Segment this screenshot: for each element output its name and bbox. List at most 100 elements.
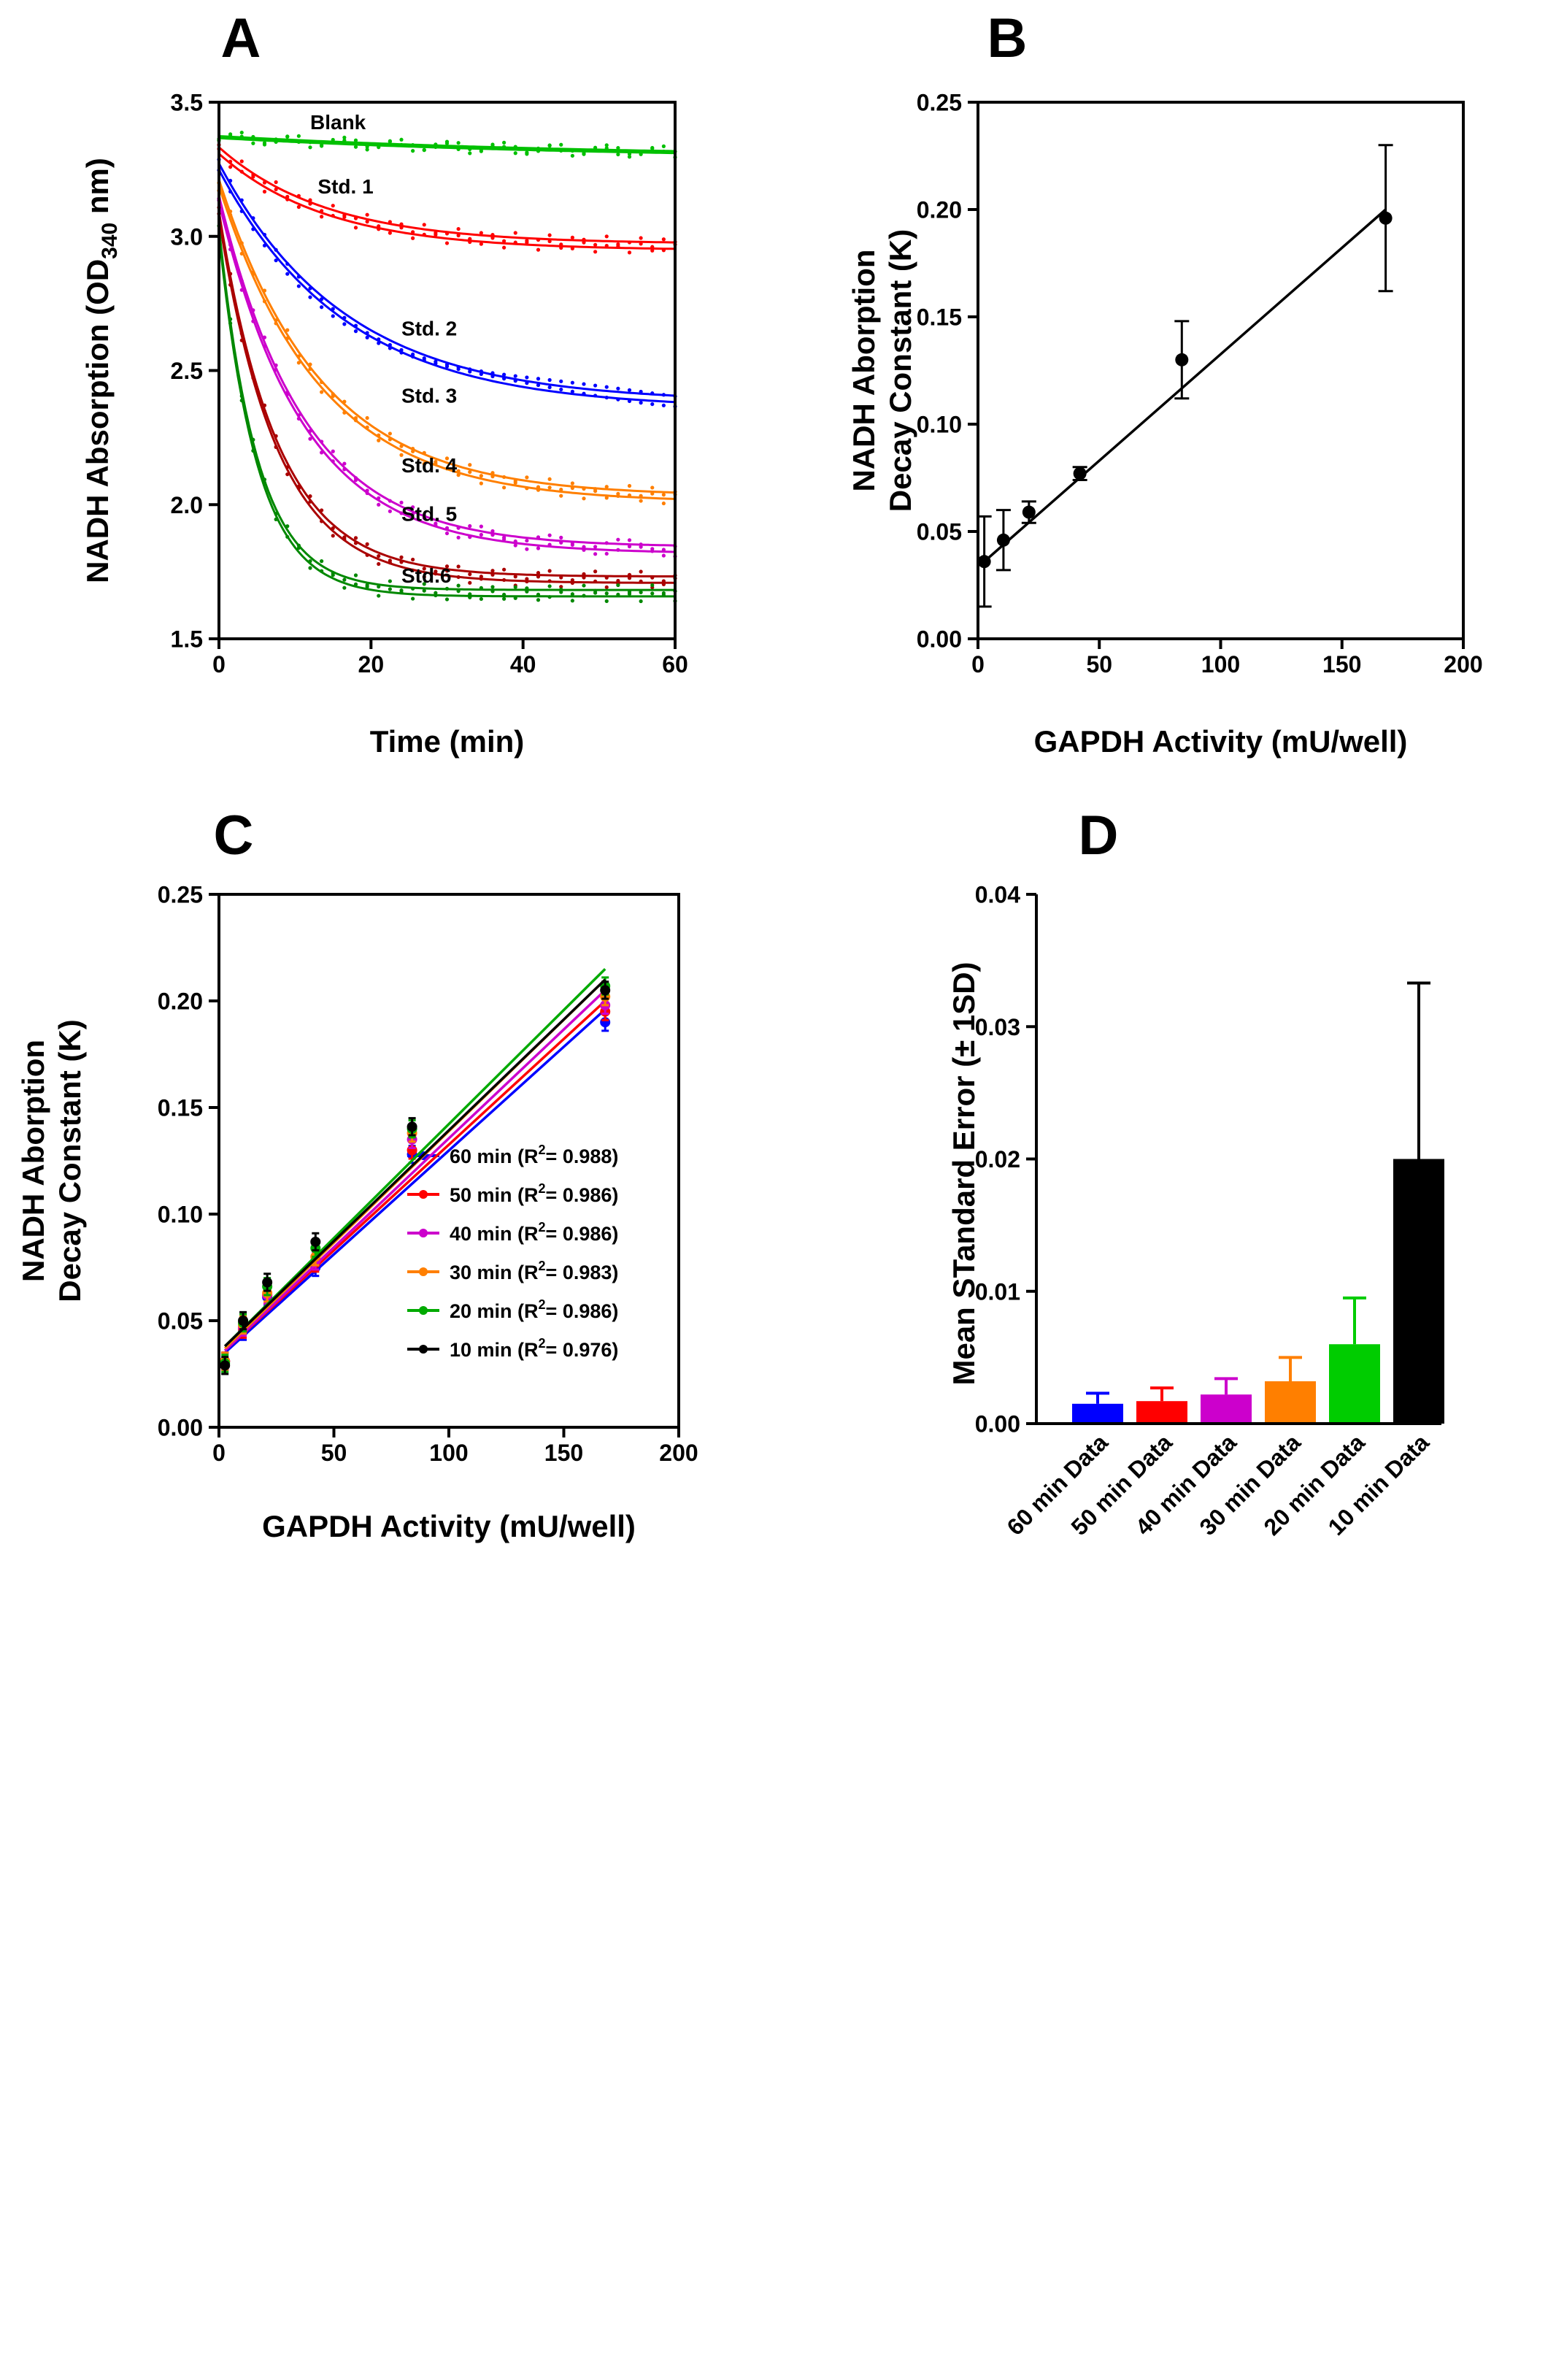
data-point bbox=[239, 169, 244, 174]
data-point bbox=[411, 449, 415, 453]
data-point bbox=[262, 288, 267, 293]
bar bbox=[1072, 1403, 1123, 1424]
x-tick-label: 50 bbox=[321, 1440, 347, 1466]
data-point bbox=[422, 588, 426, 593]
data-point bbox=[456, 233, 461, 238]
data-point bbox=[411, 354, 415, 359]
data-point bbox=[582, 496, 586, 501]
data-point bbox=[502, 145, 507, 149]
data-point bbox=[502, 475, 507, 480]
data-point bbox=[604, 146, 609, 150]
data-point bbox=[377, 594, 381, 598]
y-tick-label: 3.0 bbox=[171, 223, 203, 250]
legend-label-r2: = 0.986) bbox=[546, 1184, 619, 1206]
data-point bbox=[422, 223, 426, 227]
data-point bbox=[513, 379, 517, 383]
data-point bbox=[388, 231, 392, 235]
data-point bbox=[1022, 505, 1036, 519]
data-point bbox=[353, 478, 358, 483]
data-point bbox=[604, 385, 609, 389]
series-1: 60 min (R2= 0.988) bbox=[220, 1008, 618, 1371]
data-point bbox=[422, 450, 426, 455]
data-point bbox=[388, 346, 392, 350]
data-point bbox=[490, 471, 495, 475]
legend-label-name: 50 min (R bbox=[450, 1184, 539, 1206]
data-point bbox=[411, 557, 415, 562]
data-point bbox=[570, 389, 574, 394]
data-point bbox=[331, 534, 335, 538]
legend-label-r2: = 0.986) bbox=[546, 1223, 619, 1245]
data-point bbox=[262, 477, 267, 482]
data-point bbox=[353, 216, 358, 220]
data-point bbox=[422, 567, 426, 571]
x-axis-label: GAPDH Activity (mU/well) bbox=[1034, 724, 1408, 759]
data-point bbox=[342, 215, 347, 219]
data-point bbox=[479, 596, 483, 602]
data-point bbox=[639, 242, 643, 246]
data-point bbox=[285, 272, 290, 276]
data-point bbox=[582, 237, 586, 242]
fit-line bbox=[224, 1008, 606, 1354]
legend-label-sup: 2 bbox=[539, 1259, 546, 1273]
bar bbox=[1329, 1344, 1380, 1424]
data-point bbox=[490, 142, 495, 147]
data-point bbox=[525, 547, 529, 551]
data-point bbox=[274, 363, 278, 367]
data-point bbox=[422, 575, 426, 579]
data-point bbox=[525, 240, 529, 245]
bar bbox=[1136, 1401, 1187, 1424]
data-point bbox=[479, 369, 483, 374]
data-point bbox=[262, 344, 267, 348]
data-point bbox=[262, 243, 267, 247]
y-tick-label: 0.01 bbox=[975, 1278, 1020, 1305]
data-point bbox=[399, 350, 404, 355]
data-point bbox=[434, 461, 438, 466]
data-point bbox=[251, 227, 255, 231]
y-axis-label-main: NADH Absorption (OD bbox=[80, 259, 115, 583]
data-point bbox=[407, 1121, 417, 1132]
data-point bbox=[479, 577, 483, 581]
data-point bbox=[308, 494, 312, 499]
data-point bbox=[456, 535, 461, 540]
data-point bbox=[320, 143, 324, 147]
data-point bbox=[342, 467, 347, 472]
data-point bbox=[559, 387, 563, 392]
y-tick-label: 0.25 bbox=[917, 90, 962, 116]
data-point bbox=[582, 583, 586, 588]
data-point bbox=[479, 372, 483, 376]
data-point bbox=[627, 388, 632, 392]
curve-label: Std. 1 bbox=[317, 175, 373, 198]
data-point bbox=[502, 596, 507, 601]
data-point bbox=[365, 553, 369, 557]
bar bbox=[1265, 1381, 1316, 1424]
data-point bbox=[399, 137, 404, 142]
data-point bbox=[285, 134, 290, 139]
data-point bbox=[262, 299, 267, 304]
data-point bbox=[547, 595, 552, 599]
bar bbox=[1201, 1394, 1252, 1424]
data-point bbox=[650, 391, 655, 396]
y-tick-label: 0.20 bbox=[917, 197, 962, 223]
data-point bbox=[411, 505, 415, 510]
y-axis-label-line1: NADH Aborption bbox=[16, 1040, 50, 1282]
data-point bbox=[274, 258, 278, 263]
data-point bbox=[353, 226, 358, 230]
data-point bbox=[593, 579, 598, 583]
data-point bbox=[444, 231, 450, 236]
data-point bbox=[228, 165, 233, 169]
data-point bbox=[399, 560, 404, 564]
data-point bbox=[251, 319, 255, 323]
data-point bbox=[239, 134, 244, 139]
data-point bbox=[251, 216, 255, 220]
y-axis-label-line2: Decay Constant (K) bbox=[53, 1019, 87, 1302]
curve-label: Std. 4 bbox=[401, 454, 458, 477]
data-point bbox=[353, 329, 358, 334]
legend-label-r2: = 0.983) bbox=[546, 1262, 619, 1283]
data-point bbox=[616, 244, 620, 248]
y-tick-label: 0.05 bbox=[158, 1308, 203, 1335]
data-point bbox=[308, 362, 312, 366]
y-tick-label: 0.05 bbox=[917, 519, 962, 545]
data-point bbox=[411, 568, 415, 572]
